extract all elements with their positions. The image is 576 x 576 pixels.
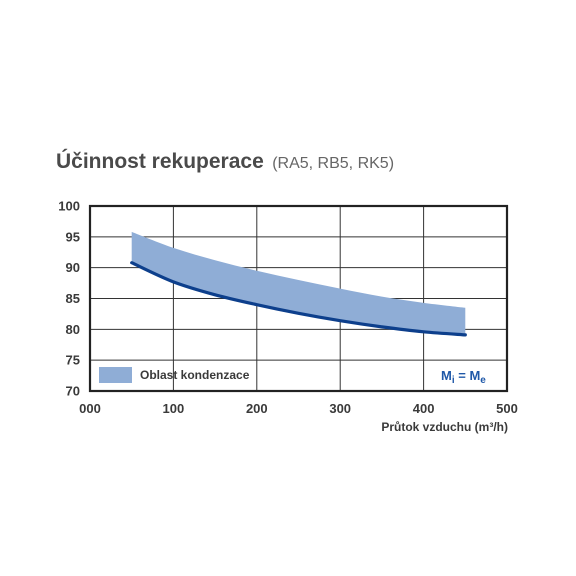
annot-sub-i: i: [452, 375, 455, 386]
chart-subtitle: (RA5, RB5, RK5): [272, 155, 395, 172]
x-tick-label: 300: [329, 401, 351, 416]
annot-m2: M: [469, 368, 480, 383]
x-tick-label: 400: [413, 401, 435, 416]
y-tick-labels: 70 75 80 85 90 95 100: [58, 199, 80, 399]
x-tick-label: 000: [79, 401, 101, 416]
condensation-band: [131, 231, 466, 335]
y-tick-label: 85: [66, 291, 80, 306]
mi-me-annotation: Mi = Me: [441, 368, 486, 386]
y-tick-label: 95: [66, 229, 80, 244]
annot-sub-e: e: [480, 375, 486, 386]
y-tick-label: 80: [66, 322, 80, 337]
annot-eq: =: [455, 368, 470, 383]
x-tick-labels: 000 100 200 300 400 500: [79, 401, 518, 416]
legend-label: Oblast kondenzace: [140, 368, 250, 382]
annot-m1: M: [441, 368, 452, 383]
chart-title: Účinnost rekuperace (RA5, RB5, RK5): [56, 150, 394, 174]
y-tick-label: 75: [66, 353, 80, 368]
legend-swatch: [99, 367, 132, 383]
x-tick-label: 500: [496, 401, 518, 416]
legend: Oblast kondenzace: [99, 367, 250, 383]
y-tick-label: 70: [66, 384, 80, 399]
y-tick-label: 90: [66, 260, 80, 275]
plot-frame: [88, 204, 509, 393]
y-tick-label: 100: [58, 199, 80, 214]
x-axis-label: Průtok vzduchu (m³/h): [381, 420, 508, 434]
efficiency-curve: [130, 261, 467, 337]
chart-title-main: Účinnost rekuperace: [56, 150, 264, 173]
x-tick-label: 200: [246, 401, 268, 416]
x-tick-label: 100: [163, 401, 185, 416]
